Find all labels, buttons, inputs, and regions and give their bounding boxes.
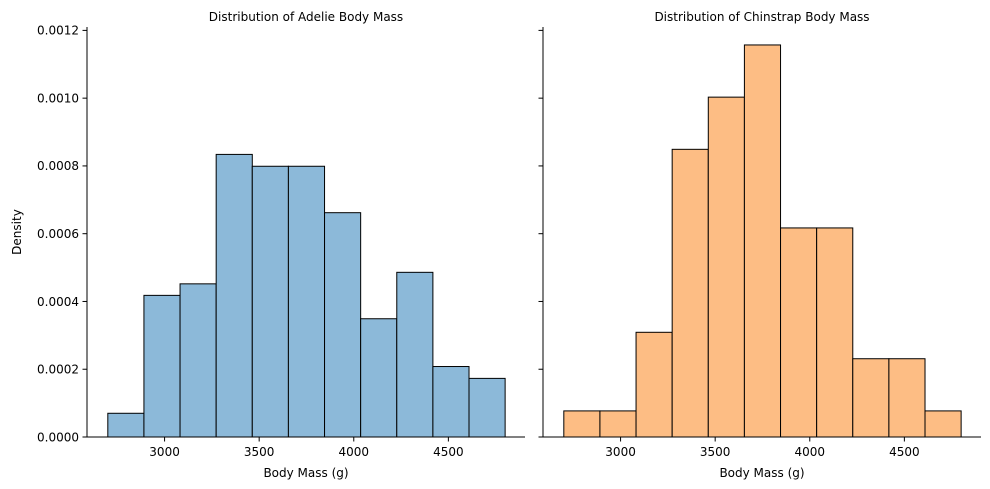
histogram-bar [143, 294, 181, 438]
y-tick-label: 0.0010 [37, 91, 79, 105]
histogram-bar [707, 96, 745, 438]
x-tick-label: 3000 [149, 445, 180, 459]
chart-title: Distribution of Chinstrap Body Mass [654, 10, 869, 24]
x-tick-label: 4500 [433, 445, 464, 459]
histogram-bar [780, 227, 818, 438]
histogram-bar [360, 318, 398, 438]
histogram-bar [215, 153, 253, 438]
x-axis-label: Body Mass (g) [719, 466, 804, 480]
histogram-bar [635, 331, 673, 438]
histogram-bar [852, 358, 890, 438]
x-tick-label: 4000 [338, 445, 369, 459]
y-axis-label: Density [10, 209, 24, 255]
y-tick-label: 0.0002 [37, 363, 79, 377]
x-axis-label: Body Mass (g) [263, 466, 348, 480]
histogram-bar [251, 165, 289, 438]
chart-title: Distribution of Adelie Body Mass [209, 10, 403, 24]
y-tick-label: 0.0000 [37, 430, 79, 444]
histogram-bar [671, 148, 709, 438]
histogram-bar [924, 410, 962, 438]
x-tick-label: 4500 [889, 445, 920, 459]
y-tick-label: 0.0012 [37, 24, 79, 38]
y-tick-label: 0.0006 [37, 227, 79, 241]
histogram-bar [432, 366, 470, 438]
subplot-1: 3000 3500 4000 4500 0.0000 0.0002 0.0004 0.0006… [10, 10, 525, 480]
histogram-bar [396, 271, 434, 438]
histogram-bar [324, 212, 362, 438]
y-tick-label: 0.0008 [37, 159, 79, 173]
histogram-bar [563, 410, 601, 438]
histogram-bar [888, 358, 926, 438]
histogram-bar [468, 377, 506, 438]
histogram-bar [287, 165, 326, 438]
x-tick-label: 3500 [700, 445, 731, 459]
histogram-bar [107, 412, 145, 438]
histogram-bar [816, 227, 854, 438]
x-tick-label: 4000 [794, 445, 825, 459]
x-tick-label: 3000 [605, 445, 636, 459]
histogram-bar [743, 44, 782, 438]
x-tick-label: 3500 [244, 445, 275, 459]
histogram-bar [179, 283, 217, 438]
subplot-2: 3000 3500 4000 4500 Distribution of Chinstra… [538, 10, 981, 480]
y-tick-label: 0.0004 [37, 295, 79, 309]
histogram-bar [599, 410, 637, 438]
